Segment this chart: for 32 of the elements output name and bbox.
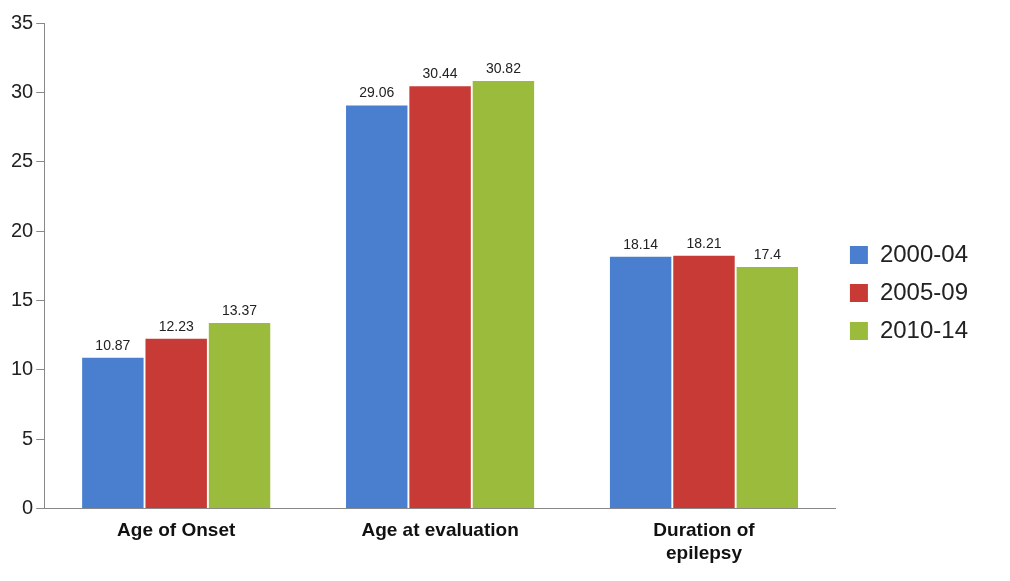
- data-label: 13.37: [222, 301, 258, 318]
- x-tick-label: Duration of epilepsy: [653, 519, 756, 563]
- y-tick-label: 5: [22, 426, 34, 449]
- data-label: 10.87: [95, 336, 131, 353]
- bar: [673, 255, 735, 508]
- bar: [346, 105, 408, 508]
- y-tick-label: 20: [11, 218, 34, 241]
- y-tick-label: 25: [11, 149, 34, 172]
- data-label: 17.4: [753, 245, 782, 262]
- bar: [409, 86, 471, 508]
- bar: [736, 267, 799, 508]
- data-label: 18.21: [686, 234, 722, 251]
- bar: [208, 322, 271, 508]
- x-tick-label: Age of Onset: [117, 519, 236, 541]
- x-tick-label: Age at evaluation: [361, 519, 519, 541]
- y-tick-label: 30: [11, 79, 34, 102]
- data-label: 18.14: [623, 235, 659, 252]
- y-tick-label: 0: [22, 495, 34, 518]
- bar: [145, 338, 207, 508]
- data-label: 30.44: [422, 65, 458, 82]
- bar: [609, 256, 672, 508]
- data-label: 12.23: [158, 317, 194, 334]
- legend-label: 2010-14: [879, 315, 968, 343]
- data-label: 30.82: [485, 59, 522, 76]
- y-tick-label: 15: [11, 287, 34, 310]
- bar: [82, 357, 144, 508]
- legend-label: 2000-04: [879, 239, 968, 267]
- bar: [472, 80, 535, 508]
- data-label: 29.06: [359, 84, 395, 101]
- y-tick-label: 10: [11, 357, 34, 380]
- legend-label: 2005-09: [879, 277, 968, 305]
- y-tick-label: 35: [11, 10, 34, 33]
